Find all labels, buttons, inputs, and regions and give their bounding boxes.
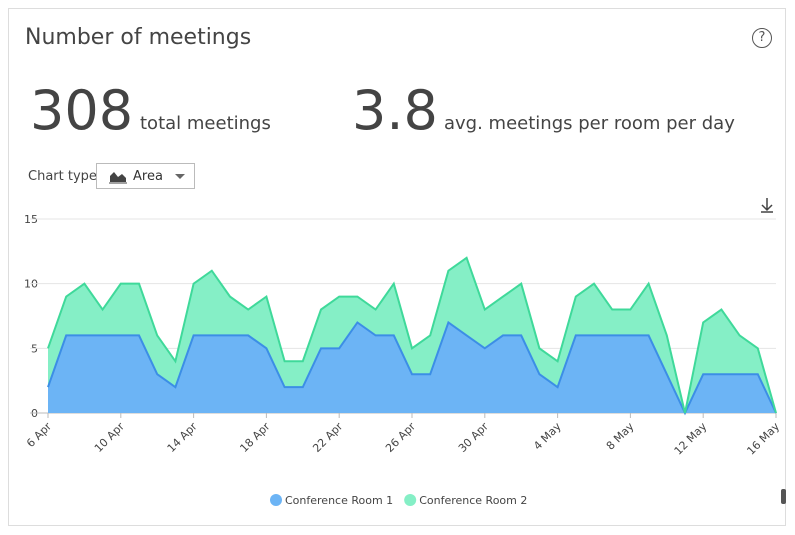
card: Number of meetings ? 308 total meetings …	[8, 8, 786, 526]
legend-swatch	[404, 494, 417, 506]
chart-type-dropdown[interactable]: Area	[96, 163, 195, 189]
dropdown-value: Area	[133, 169, 163, 184]
x-tick-label: 14 Apr	[165, 420, 200, 455]
x-tick-label: 12 May	[672, 420, 710, 458]
stat-value: 308	[30, 79, 134, 142]
x-tick-label: 30 Apr	[456, 420, 491, 455]
line	[47, 320, 777, 416]
title: Number of meetings	[25, 25, 252, 50]
stat-label: total meetings	[140, 113, 271, 134]
download-icon[interactable]	[761, 198, 773, 213]
area	[48, 322, 776, 413]
x-tick-label: 16 May	[744, 420, 782, 458]
legend-label: Conference Room 1	[285, 494, 393, 507]
x-tick-label: 6 Apr	[24, 420, 54, 450]
x-tick-label: 18 Apr	[237, 420, 272, 455]
stat-value: 3.8	[352, 79, 438, 142]
control-label: Chart type	[28, 169, 97, 184]
x-tick-label: 22 Apr	[310, 420, 345, 455]
x-tick-label: 8 May	[604, 420, 637, 453]
stat-label: avg. meetings per room per day	[444, 113, 735, 134]
caret	[175, 174, 185, 179]
area	[48, 257, 776, 413]
legend-swatch	[270, 494, 282, 506]
legend-label: Conference Room 2	[419, 494, 527, 507]
x-tick-label: 4 May	[531, 420, 564, 453]
x-tick-label: 10 Apr	[92, 420, 127, 455]
x-tick-label: 26 Apr	[383, 420, 418, 455]
scrollbar[interactable]	[781, 489, 786, 504]
area-icon	[109, 172, 127, 184]
line	[47, 256, 777, 414]
help-button[interactable]: ?	[752, 28, 772, 48]
